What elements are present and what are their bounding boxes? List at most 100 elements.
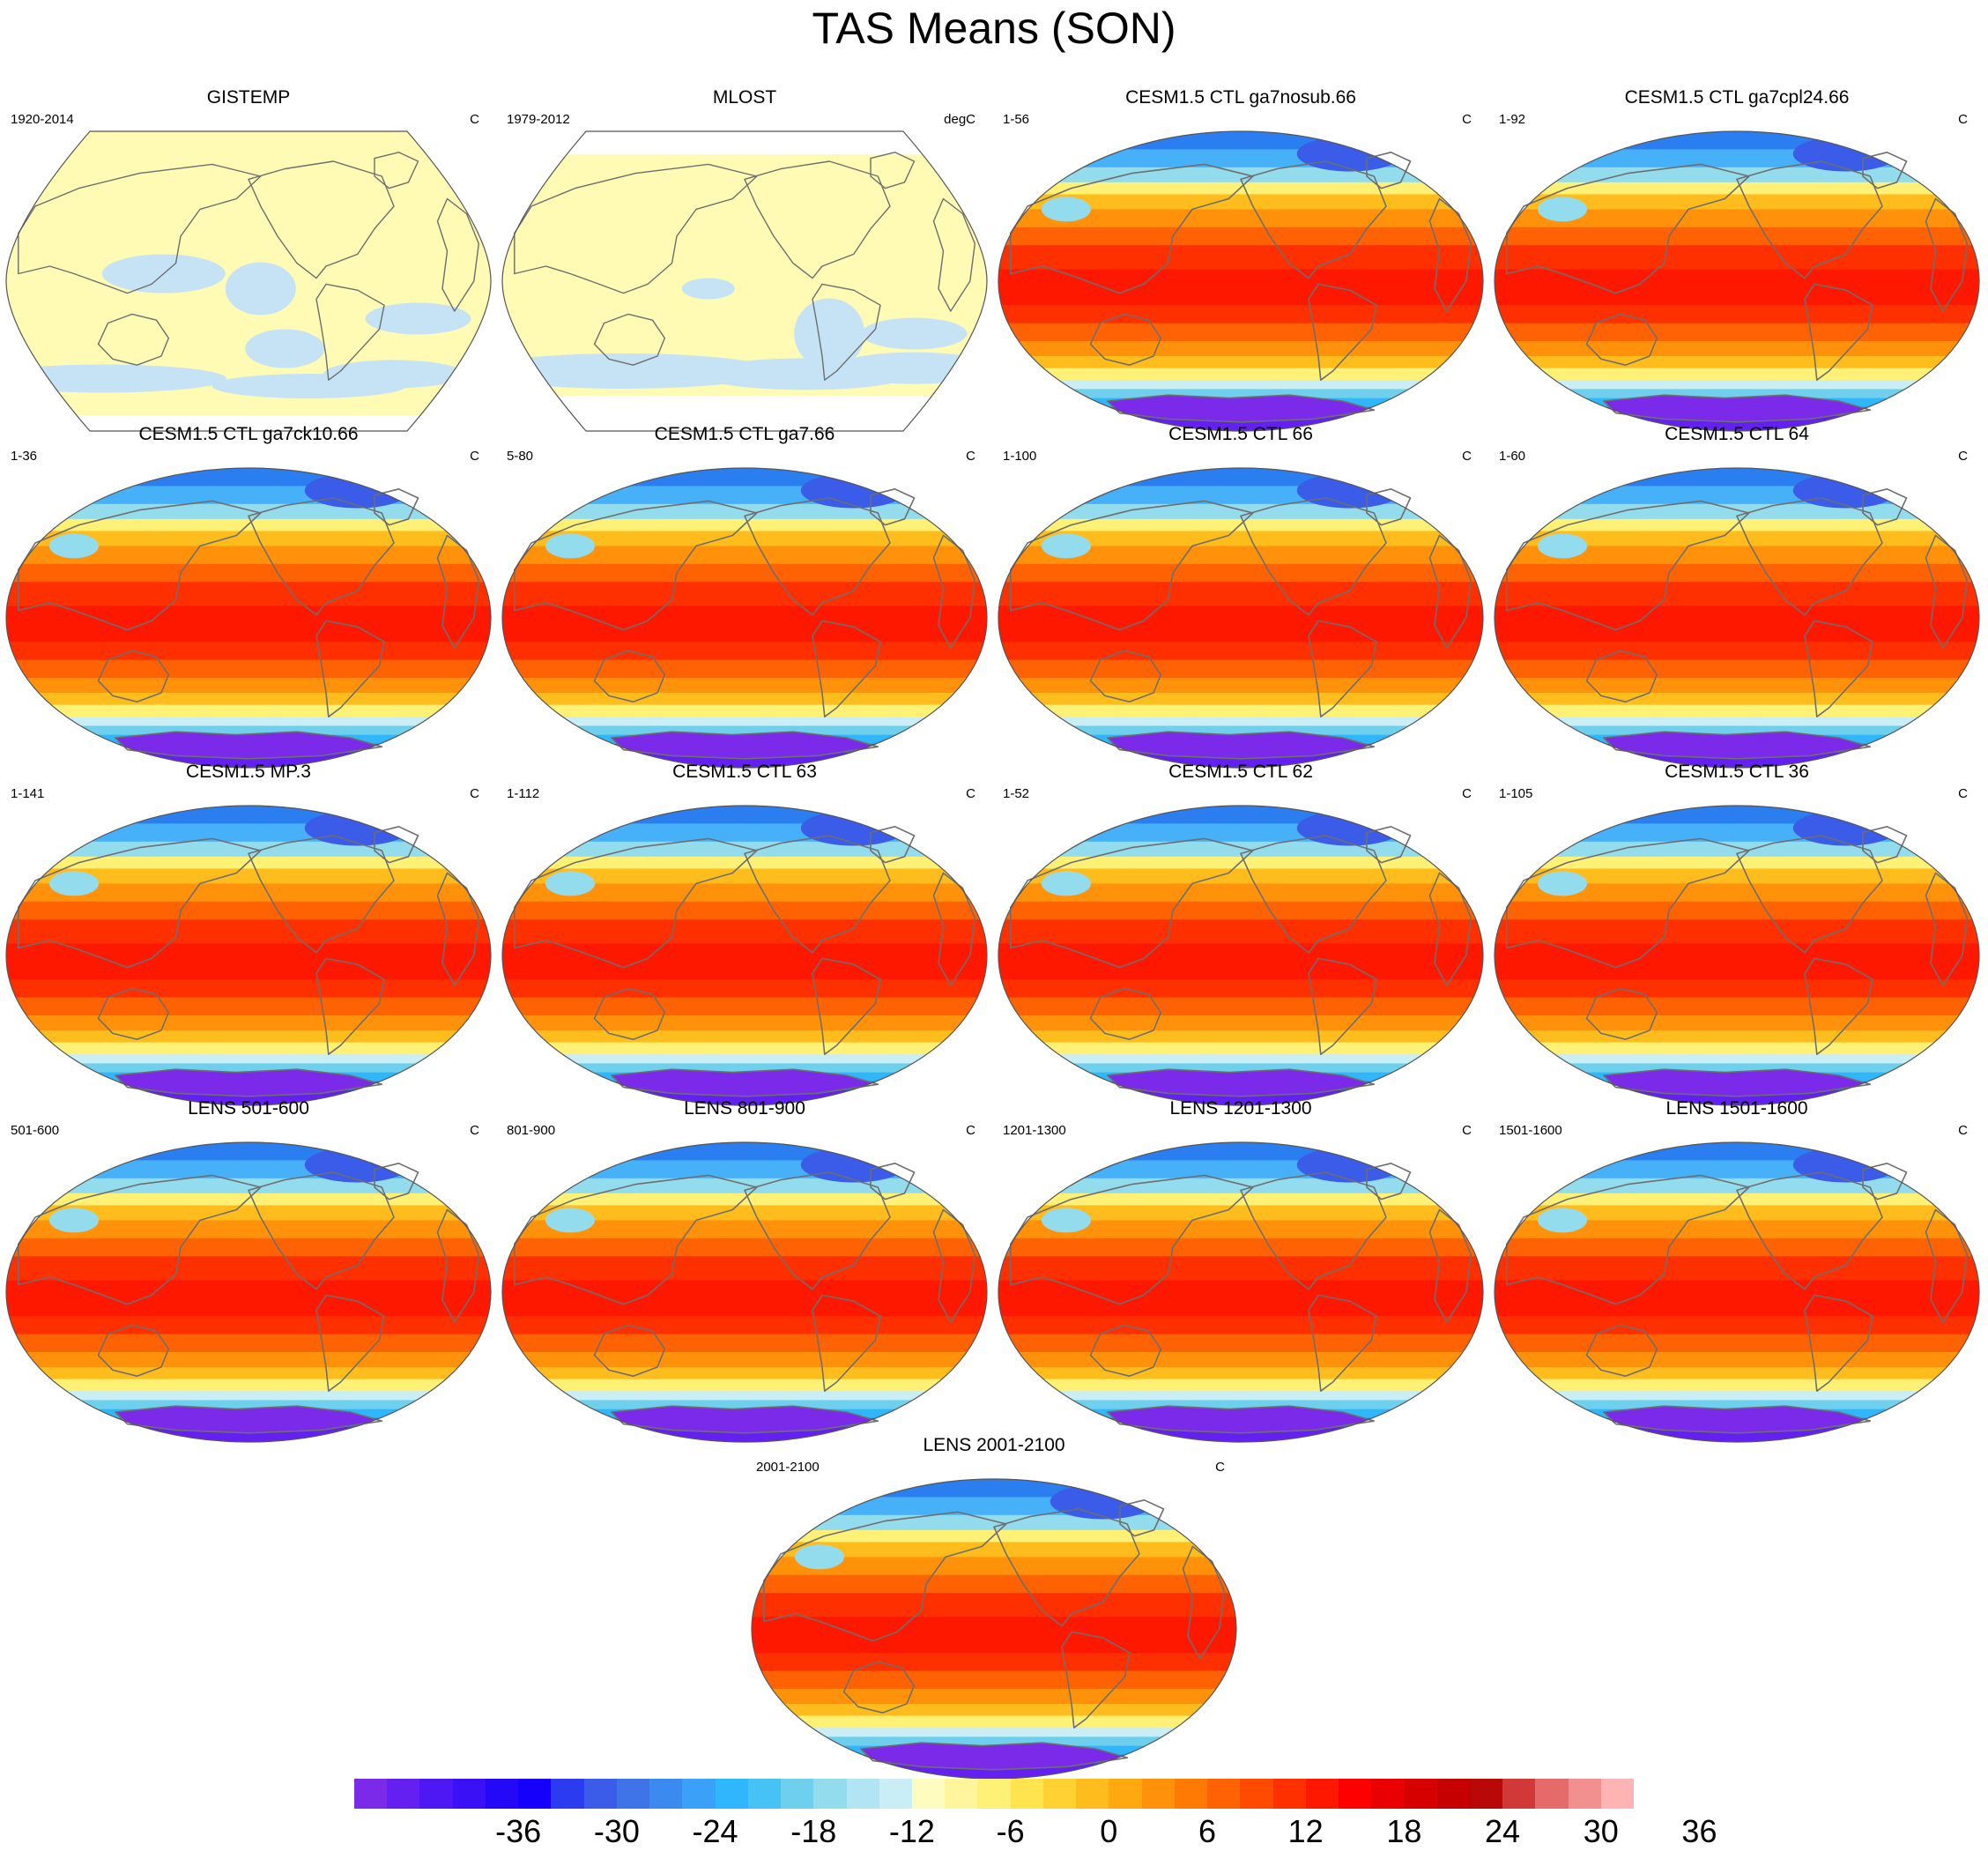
temperature-band <box>6 486 491 505</box>
temperature-band <box>752 1653 1236 1672</box>
north-america-outline <box>1240 835 1387 954</box>
south-america-outline <box>812 1294 881 1393</box>
temperature-band <box>998 678 1483 694</box>
panel-years: 1501-1600 <box>1499 1123 1562 1138</box>
map-panel: CESM1.5 CTL 66 1-100 C <box>994 423 1487 769</box>
temperature-band <box>502 1400 987 1410</box>
temperature-band <box>998 356 1483 369</box>
temperature-band <box>1495 468 1979 487</box>
temperature-band <box>502 546 987 565</box>
colorbar-tick-label: 24 <box>1485 1813 1521 1849</box>
australia-outline <box>97 1324 170 1378</box>
temperature-band <box>998 806 1483 825</box>
temperature-band <box>1495 1400 1979 1410</box>
temperature-band <box>998 1352 1483 1368</box>
temperature-band <box>1495 245 1979 271</box>
temperature-band <box>502 901 987 921</box>
temperature-band <box>6 531 491 547</box>
panel-title: CESM1.5 CTL ga7cpl24.66 <box>1624 87 1850 108</box>
temperature-band <box>502 1205 987 1222</box>
temperature-band <box>998 943 1483 981</box>
antarctica-fill <box>1107 1069 1375 1096</box>
world-map <box>5 1141 492 1443</box>
temperature-band <box>998 997 1483 1016</box>
world-map <box>5 805 492 1106</box>
temperature-band <box>998 167 1483 183</box>
map-border <box>1494 805 1980 1106</box>
panel-title: CESM1.5 CTL ga7ck10.66 <box>138 424 359 444</box>
colorbar-swatch <box>1502 1779 1536 1809</box>
colorbar-swatch <box>1339 1779 1372 1809</box>
greenland-outline <box>1119 1499 1165 1537</box>
antarctica-fill <box>1603 732 1871 759</box>
temperature-band <box>1495 997 1979 1016</box>
temperature-band <box>6 693 491 706</box>
world-map <box>501 130 988 432</box>
temperature-band <box>502 693 987 706</box>
temperature-band <box>502 856 987 870</box>
temperature-band <box>502 486 987 505</box>
panel-units: C <box>470 449 479 464</box>
highland-cold-patch <box>1042 533 1091 559</box>
greenland-outline <box>374 826 419 864</box>
world-map <box>5 467 492 769</box>
temperature-band <box>1495 269 1979 307</box>
temperature-band <box>752 1617 1236 1654</box>
panel-units: C <box>1215 1460 1225 1475</box>
panel-years: 1-52 <box>1003 786 1030 801</box>
panel-units: C <box>1462 1123 1472 1138</box>
temperature-band <box>1495 856 1979 870</box>
colorbar-swatch <box>419 1779 453 1809</box>
obs-cold-patch <box>365 302 471 335</box>
colorbar-swatch <box>813 1779 847 1809</box>
temperature-band <box>998 1280 1483 1318</box>
antarctica-fill <box>860 1743 1128 1770</box>
europe-africa-outline <box>1428 534 1472 649</box>
temperature-band <box>6 1334 491 1353</box>
temperature-band <box>998 856 1483 870</box>
temperature-band <box>998 389 1483 399</box>
south-america-outline <box>1804 1294 1873 1393</box>
colorbar-swatch <box>387 1779 420 1809</box>
temperature-band <box>1495 678 1979 694</box>
map-panel: CESM1.5 CTL ga7.66 5-80 C <box>498 423 991 769</box>
temperature-band <box>502 1379 987 1393</box>
australia-outline <box>97 987 170 1041</box>
north-america-outline <box>744 835 891 954</box>
temperature-band <box>502 1352 987 1368</box>
north-america-outline <box>1736 1171 1883 1290</box>
world-map <box>1494 130 1980 432</box>
temperature-band <box>1495 883 1979 903</box>
temperature-band <box>1495 389 1979 399</box>
colorbar-swatch <box>911 1779 946 1809</box>
greenland-outline <box>1366 152 1412 190</box>
colorbar-tick-label: 0 <box>1100 1813 1118 1849</box>
europe-africa-outline <box>1925 534 1969 649</box>
europe-africa-outline <box>932 1208 976 1323</box>
colorbar-swatch <box>977 1779 1011 1809</box>
temperature-band <box>1495 806 1979 825</box>
world-map <box>501 1141 988 1443</box>
colorbar-tick-label: -36 <box>495 1813 542 1849</box>
temperature-band <box>1495 725 1979 736</box>
australia-outline <box>593 313 666 366</box>
north-america-outline <box>248 160 395 279</box>
colorbar-tick-label: 6 <box>1198 1813 1217 1849</box>
temperature-band <box>998 1015 1483 1031</box>
temperature-band <box>6 1042 491 1056</box>
panel-title: LENS 1201-1300 <box>1169 1098 1312 1119</box>
colorbar-swatch <box>452 1779 486 1809</box>
temperature-band <box>998 1054 1483 1065</box>
europe-africa-outline <box>1182 1545 1226 1660</box>
north-america-outline <box>744 497 891 616</box>
temperature-band <box>1495 1042 1979 1056</box>
missing-data-region <box>6 415 491 431</box>
temperature-band <box>1495 841 1979 858</box>
temperature-band <box>998 901 1483 921</box>
asia-outline <box>1009 1174 1254 1305</box>
panel-years: 1-36 <box>11 449 38 464</box>
antarctica-fill <box>115 1406 382 1433</box>
map-panel: LENS 501-600 501-600 C <box>2 1097 495 1443</box>
panel-years: 1-105 <box>1499 786 1533 801</box>
temperature-band <box>998 1334 1483 1353</box>
